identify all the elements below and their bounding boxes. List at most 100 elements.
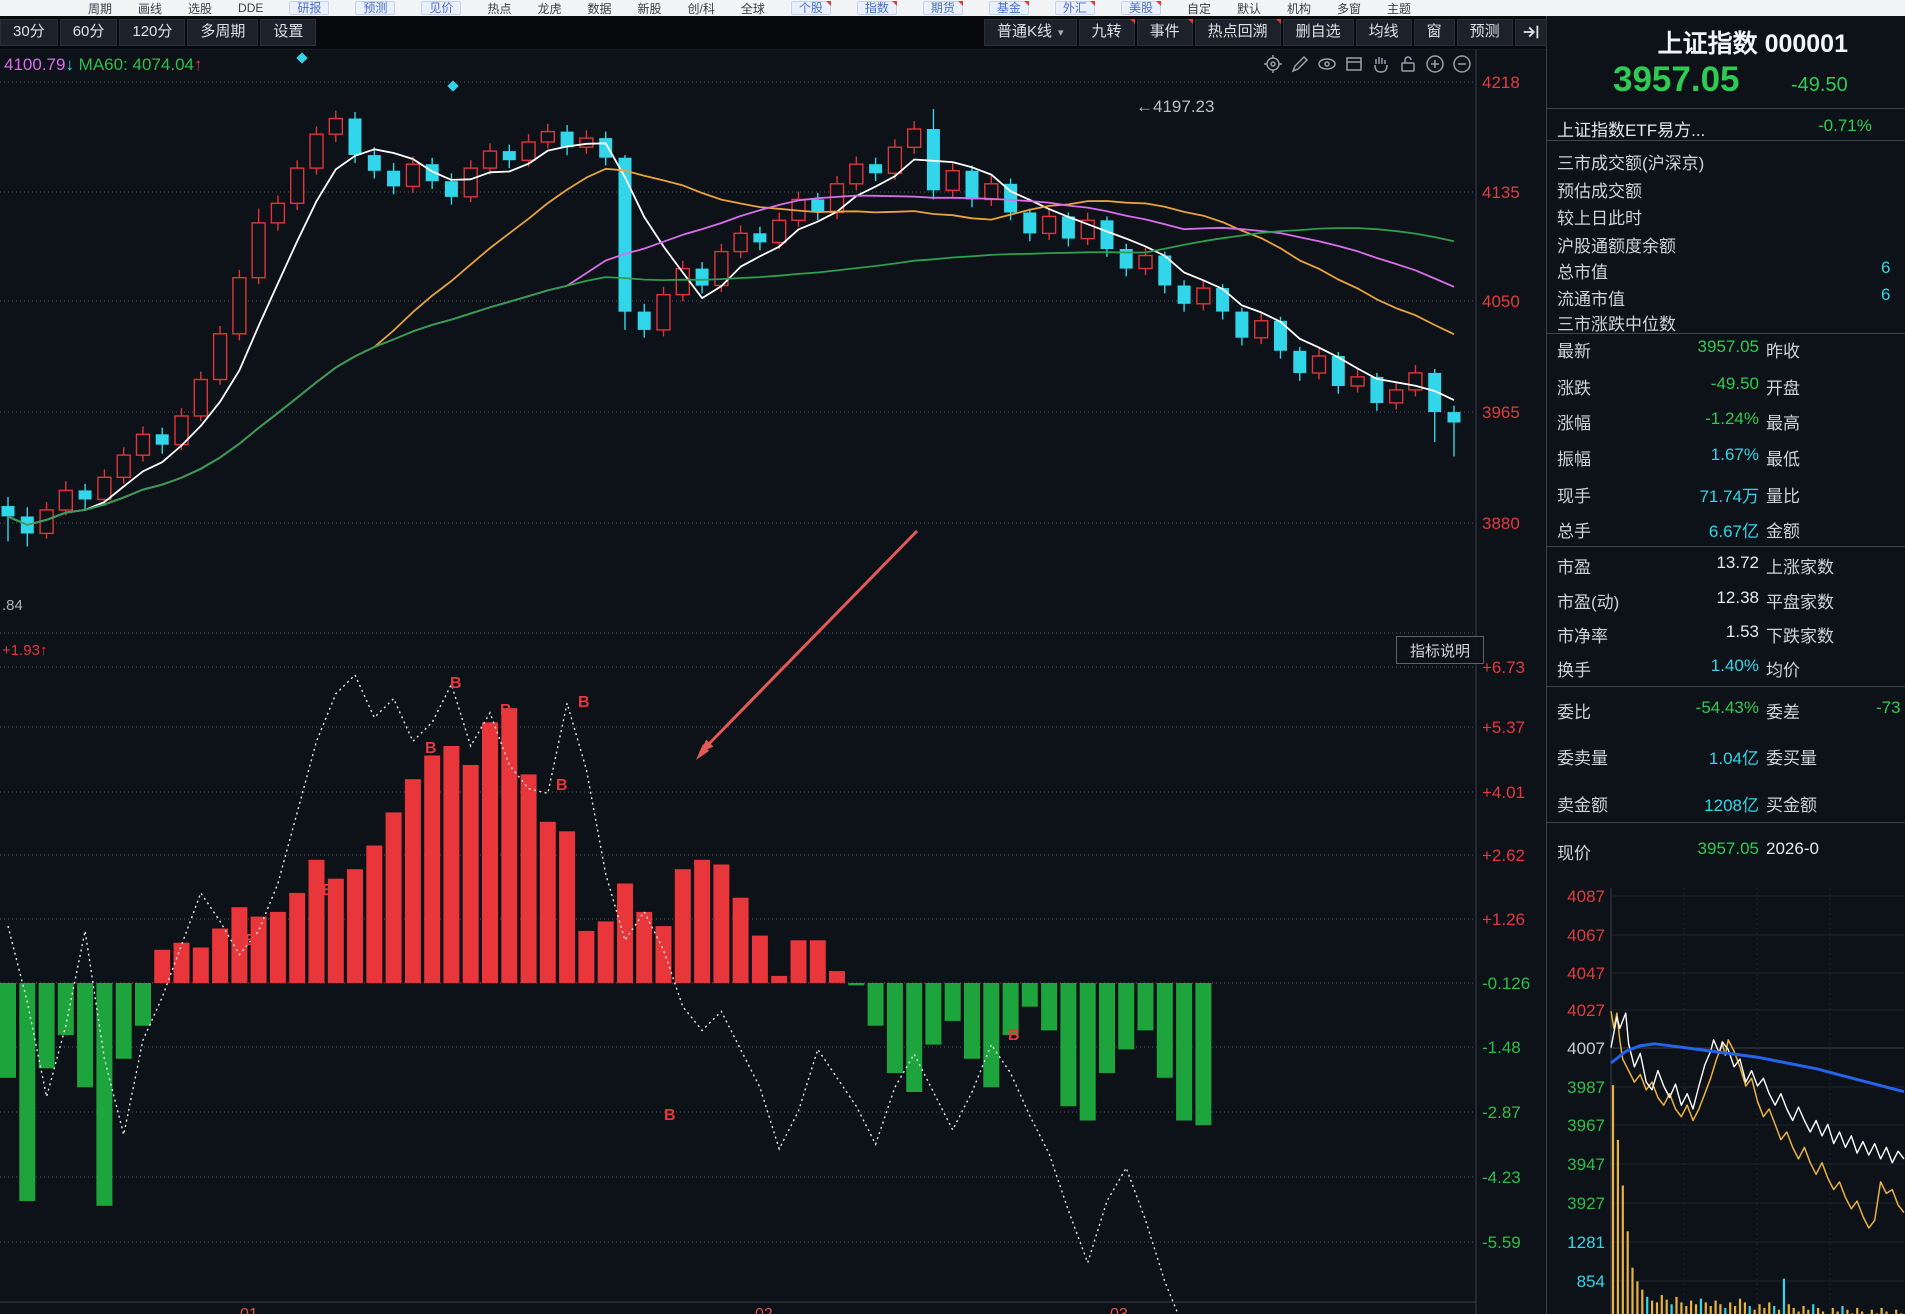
toolbar-button-窗[interactable]: 窗 — [1413, 19, 1455, 46]
quote-value: 71.74万 — [1699, 487, 1759, 506]
menu-item-主题[interactable]: 主题 — [1387, 1, 1412, 16]
menu-item-选股[interactable]: 选股 — [188, 1, 213, 16]
menu-item-美股[interactable]: 美股 — [1120, 1, 1161, 15]
menu-item-见价[interactable]: 见价 — [421, 1, 462, 15]
pencil-icon[interactable] — [1289, 53, 1311, 75]
toolbar-button-60分[interactable]: 60分 — [59, 19, 118, 46]
etf-change-pct: -0.71% — [1818, 116, 1872, 135]
toolbar-button-预测[interactable]: 预测 — [1456, 19, 1513, 46]
menu-item-多窗[interactable]: 多窗 — [1337, 1, 1362, 16]
quote-label: 现价 — [1557, 844, 1591, 863]
toolbar-button-热点回溯[interactable]: 热点回溯 — [1194, 19, 1281, 46]
kline-type-dropdown[interactable]: 普通K线 ▾ — [984, 19, 1077, 46]
menu-item-期货[interactable]: 期货 — [922, 1, 963, 15]
zoom-out-icon[interactable] — [1451, 53, 1473, 75]
menu-item-创/科[interactable]: 创/科 — [687, 1, 715, 16]
menu-item-自定[interactable]: 自定 — [1186, 1, 1211, 16]
quote-value: 3957.05 — [1697, 337, 1759, 356]
svg-text:B: B — [245, 932, 257, 949]
quote-label-2: 金额 — [1766, 522, 1800, 541]
menu-item-基金[interactable]: 基金 — [988, 1, 1029, 15]
menu-item-预测[interactable]: 预测 — [355, 1, 396, 15]
related-etf-row[interactable]: 上证指数ETF易方... -0.71% — [1557, 116, 1905, 141]
quote-label-2: 最高 — [1766, 414, 1800, 433]
menu-item-个股[interactable]: 个股 — [790, 1, 831, 15]
quote-label-2: 量比 — [1766, 487, 1800, 506]
svg-text:4087: 4087 — [1567, 887, 1605, 906]
brush-icon[interactable] — [1343, 53, 1365, 75]
collapse-panel-icon[interactable] — [1514, 19, 1547, 46]
menu-item-数据[interactable]: 数据 — [587, 1, 612, 16]
menu-item-默认[interactable]: 默认 — [1236, 1, 1261, 16]
quote-label-2: 2026-0 — [1766, 839, 1819, 858]
svg-text:B: B — [322, 882, 334, 899]
toolbar-button-多周期[interactable]: 多周期 — [187, 19, 259, 46]
svg-text:B: B — [664, 1107, 676, 1124]
quote-label: 振幅 — [1557, 450, 1591, 469]
svg-text:4027: 4027 — [1567, 1001, 1605, 1020]
svg-text:3967: 3967 — [1567, 1116, 1605, 1135]
info-row: 三市成交额(沪深京) — [1557, 154, 1705, 173]
svg-text:B: B — [556, 777, 568, 794]
quote-label: 现手 — [1557, 487, 1591, 506]
svg-text:3927: 3927 — [1567, 1194, 1605, 1213]
svg-text:4050: 4050 — [1482, 292, 1520, 311]
quote-label: 委比 — [1557, 703, 1591, 722]
svg-text:B: B — [450, 675, 462, 692]
toolbar-button-均线[interactable]: 均线 — [1355, 19, 1412, 46]
quote-label-2: 平盘家数 — [1766, 593, 1834, 612]
info-row: 较上日此时 — [1557, 209, 1642, 228]
mini-intraday-chart[interactable]: 4087 4067 4047 4027 4007 3987 3967 3947 3927 1281… — [1547, 878, 1905, 1314]
lock-icon[interactable] — [1397, 53, 1419, 75]
quote-value: 6.67亿 — [1708, 522, 1759, 541]
svg-text:4135: 4135 — [1482, 183, 1520, 202]
gear-icon[interactable] — [1262, 53, 1284, 75]
svg-text:-5.59: -5.59 — [1482, 1233, 1521, 1252]
quote-label-2: 买金额 — [1766, 796, 1817, 815]
quote-label: 委卖量 — [1557, 749, 1608, 768]
menu-item-画线[interactable]: 画线 — [138, 1, 163, 16]
quote-value: 1.67% — [1710, 445, 1759, 464]
menu-item-周期[interactable]: 周期 — [88, 1, 113, 16]
toolbar-button-九转[interactable]: 九转 — [1078, 19, 1135, 46]
ma30-value: 4100.79 — [4, 55, 66, 74]
divider — [1547, 108, 1905, 109]
toolbar-button-120分[interactable]: 120分 — [119, 19, 186, 46]
down-arrow-icon: ↓ — [65, 55, 74, 74]
menu-item-热点[interactable]: 热点 — [487, 1, 512, 16]
menu-item-研报[interactable]: 研报 — [289, 1, 330, 15]
hand-icon[interactable] — [1370, 53, 1392, 75]
zoom-in-icon[interactable] — [1424, 53, 1446, 75]
eye-icon[interactable] — [1316, 53, 1338, 75]
menu-item-全球[interactable]: 全球 — [740, 1, 765, 16]
menu-item-DDE[interactable]: DDE — [238, 1, 264, 15]
menu-item-机构[interactable]: 机构 — [1286, 1, 1311, 16]
quote-value: 1.40% — [1710, 656, 1759, 675]
quote-label-2: 上涨家数 — [1766, 558, 1834, 577]
toolbar-button-设置[interactable]: 设置 — [260, 19, 317, 46]
up-arrow-icon: ↑ — [193, 55, 203, 74]
svg-text:02: 02 — [755, 1306, 773, 1314]
svg-text:3987: 3987 — [1567, 1078, 1605, 1097]
menu-bar: 周期 画线 选股 DDE 研报 预测 见价 热点 龙虎 数据 新股 创/科 全球 个股 指数 期货 基金 外汇 美股… — [0, 0, 1905, 16]
svg-text:854: 854 — [1577, 1272, 1605, 1291]
svg-text:-0.126: -0.126 — [1482, 974, 1530, 993]
chevron-down-icon: ▾ — [1058, 27, 1064, 39]
menu-item-新股[interactable]: 新股 — [637, 1, 662, 16]
quote-value: 13.72 — [1716, 553, 1759, 572]
info-row: 三市涨跌中位数 — [1557, 315, 1676, 334]
menu-item-指数[interactable]: 指数 — [856, 1, 897, 15]
menu-item-龙虎[interactable]: 龙虎 — [537, 1, 562, 16]
toolbar-button-30分[interactable]: 30分 — [0, 19, 58, 46]
quote-value: 12.38 — [1716, 588, 1759, 607]
menu-item-外汇[interactable]: 外汇 — [1054, 1, 1095, 15]
indicator-current-value: +1.93↑ — [2, 642, 48, 659]
svg-text:3947: 3947 — [1567, 1155, 1605, 1174]
svg-text:+6.73: +6.73 — [1482, 658, 1525, 677]
toolbar-button-删自选[interactable]: 删自选 — [1282, 19, 1354, 46]
toolbar-button-事件[interactable]: 事件 — [1136, 19, 1193, 46]
indicator-help-button[interactable]: 指标说明 — [1396, 636, 1484, 664]
quote-value: 3957.05 — [1697, 839, 1759, 858]
quote-label-2: 下跌家数 — [1766, 627, 1834, 646]
